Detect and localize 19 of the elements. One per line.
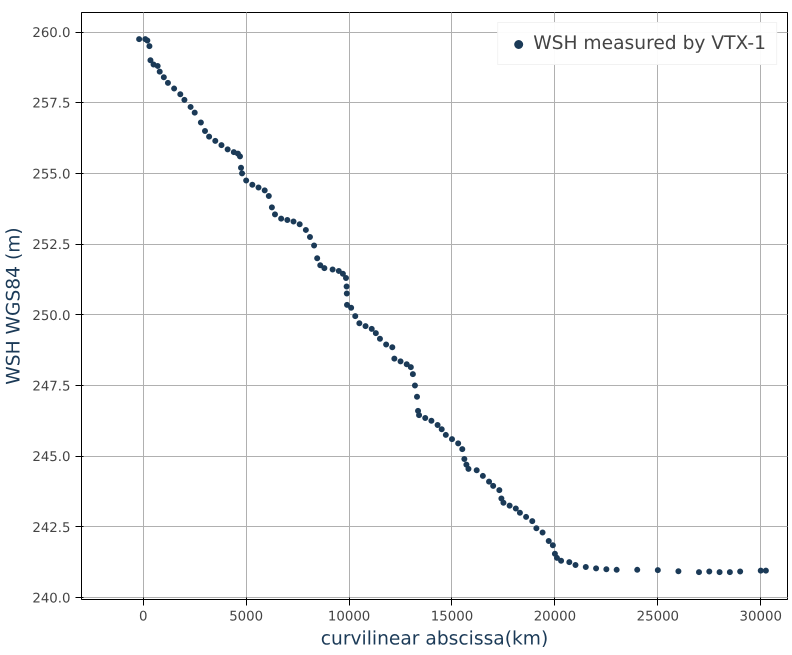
x-tick-label: 20000 xyxy=(534,610,576,624)
y-tick-label: 260.0 xyxy=(32,26,70,42)
y-tick-label: 257.5 xyxy=(32,96,70,112)
x-tick-label: 5000 xyxy=(229,610,264,624)
y-tick-label: 255.0 xyxy=(32,167,70,182)
x-tick-label: 25000 xyxy=(636,610,680,624)
y-tick-label: 247.5 xyxy=(32,379,70,394)
y-tick-label: 250.0 xyxy=(32,308,70,324)
y-tick-label: 240.0 xyxy=(32,592,70,607)
x-tick-label: 0 xyxy=(139,610,148,624)
y-tick-label: 245.0 xyxy=(32,450,70,466)
x-axis-title: curvilinear abscissa(km) xyxy=(320,628,548,650)
y-tick-label: 252.5 xyxy=(32,238,70,254)
y-tick-label: 242.5 xyxy=(32,520,70,536)
x-tick-label: 30000 xyxy=(740,610,782,624)
x-tick-label: 10000 xyxy=(328,610,370,624)
x-tick-label: 15000 xyxy=(430,610,474,624)
legend-label: WSH measured by VTX-1 xyxy=(533,33,766,54)
y-axis-title: WSH WGS84 (m) xyxy=(3,227,24,385)
